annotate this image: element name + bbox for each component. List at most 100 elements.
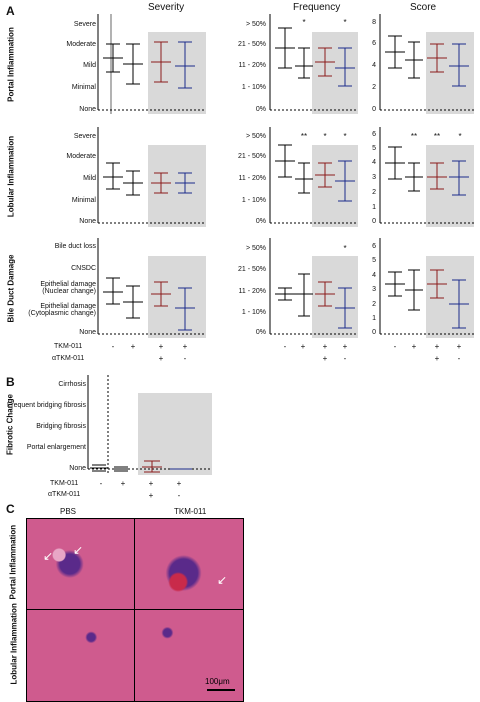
ytick-1: 1 bbox=[372, 204, 376, 211]
ylabel-portal-enlargement: Portal enlargement bbox=[26, 444, 86, 451]
tkm-mark-4: + bbox=[456, 342, 462, 351]
panel-label-a: A bbox=[6, 4, 15, 18]
sig-lobular-score-3: ** bbox=[433, 132, 441, 141]
ytick-6: 6 bbox=[372, 243, 376, 250]
ylabel-moderate: Moderate bbox=[66, 41, 96, 48]
ytick-8: 8 bbox=[372, 19, 376, 26]
ytick-4: 4 bbox=[372, 159, 376, 166]
histology-image-grid: ↙ ↙ ↙ 100μm bbox=[26, 518, 244, 702]
ytick-1: 1 bbox=[372, 315, 376, 322]
panel-label-b: B bbox=[6, 375, 15, 389]
chart-score-portal bbox=[379, 14, 474, 114]
histo-pbs-lobular bbox=[27, 610, 134, 701]
ylabel-frequent-bridging: Frequent bridging fibrosis bbox=[7, 402, 86, 409]
tkm-mark-1: - bbox=[283, 342, 287, 351]
atkm-mark-4: - bbox=[183, 354, 187, 363]
ylabel-bile-duct-loss: Bile duct loss bbox=[54, 243, 96, 250]
tkm-mark-3: + bbox=[148, 479, 154, 488]
histo-tkm-portal bbox=[135, 519, 243, 609]
tkm-mark-3: + bbox=[322, 342, 328, 351]
ytick-0: 0 bbox=[372, 106, 376, 113]
sig-lobular-score-2: ** bbox=[410, 132, 418, 141]
tkm-mark-2: + bbox=[411, 342, 417, 351]
sig-lobular-score-4: * bbox=[458, 132, 462, 141]
ylabel-1-10: 1 - 10% bbox=[241, 84, 266, 91]
scale-bar-label: 100μm bbox=[205, 677, 230, 686]
ylabel-11-20: 11 - 20% bbox=[238, 62, 267, 69]
ylabel-1-10: 1 - 10% bbox=[241, 197, 266, 204]
ylabel-11-20: 11 - 20% bbox=[238, 175, 267, 182]
ytick-4: 4 bbox=[372, 272, 376, 279]
col-title-score: Score bbox=[410, 2, 437, 13]
ylabel-cnsdc: CNSDC bbox=[71, 265, 96, 272]
ytick-5: 5 bbox=[372, 145, 376, 152]
ylabel-0pct: 0% bbox=[255, 106, 266, 113]
tkm-mark-2: + bbox=[120, 479, 126, 488]
ylabel-epithelial-cyto: Epithelial damage (Cytoplasmic change) bbox=[28, 303, 96, 318]
panel-label-c: C bbox=[6, 502, 15, 516]
tkm-mark-1: - bbox=[111, 342, 115, 351]
sig-portal-freq-2: * bbox=[302, 18, 306, 27]
ytick-4: 4 bbox=[372, 62, 376, 69]
row-label-bile: Bile Duct Damage bbox=[6, 254, 16, 323]
histo-pbs-portal bbox=[27, 519, 134, 609]
ylabel-minimal: Minimal bbox=[71, 84, 96, 91]
histo-row-lobular: Lobular Inflammation bbox=[9, 603, 19, 685]
tkm-mark-2: + bbox=[300, 342, 306, 351]
atkm-mark-4: - bbox=[343, 354, 347, 363]
row-label-fibrotic: Fibrotic Change bbox=[5, 394, 15, 455]
ytick-2: 2 bbox=[372, 189, 376, 196]
ylabel-none: None bbox=[79, 329, 96, 336]
tkm-mark-2: + bbox=[130, 342, 136, 351]
tkm-mark-3: + bbox=[434, 342, 440, 351]
ylabel-gt50: > 50% bbox=[245, 21, 266, 28]
ytick-5: 5 bbox=[372, 257, 376, 264]
ytick-6: 6 bbox=[372, 131, 376, 138]
treat-label-tkm: TKM-011 bbox=[54, 343, 83, 350]
ytick-6: 6 bbox=[372, 40, 376, 47]
sig-bile-freq-4: * bbox=[343, 244, 347, 253]
tkm-mark-1: - bbox=[99, 479, 103, 488]
ylabel-21-50: 21 - 50% bbox=[237, 41, 266, 48]
ylabel-epithelial-nuclear: Epithelial damage (Nuclear change) bbox=[40, 281, 96, 296]
histo-divider-v bbox=[134, 519, 135, 701]
col-title-severity: Severity bbox=[148, 2, 185, 13]
ylabel-none: None bbox=[69, 465, 86, 472]
ylabel-none: None bbox=[79, 218, 96, 225]
treat-label-atkm-b: αTKM-011 bbox=[48, 491, 81, 498]
ytick-0: 0 bbox=[372, 218, 376, 225]
histo-row-portal: Portal Inflammation bbox=[8, 524, 18, 600]
scale-bar bbox=[207, 689, 235, 691]
histo-divider-h bbox=[27, 609, 243, 610]
ylabel-gt50: > 50% bbox=[245, 245, 266, 252]
atkm-mark-3: + bbox=[158, 354, 164, 363]
atkm-mark-4: - bbox=[177, 491, 181, 500]
arrow-icon: ↙ bbox=[43, 549, 54, 563]
ylabel-cirrhosis: Cirrhosis bbox=[58, 381, 86, 388]
row-label-lobular: Lobular Inflammation bbox=[6, 135, 16, 218]
ylabel-severe: Severe bbox=[73, 133, 96, 140]
tkm-mark-4: + bbox=[342, 342, 348, 351]
chart-frequency-portal bbox=[269, 14, 358, 114]
histo-col-pbs: PBS bbox=[60, 507, 77, 516]
ylabel-severe: Severe bbox=[73, 21, 96, 28]
ylabel-21-50: 21 - 50% bbox=[237, 266, 266, 273]
atkm-mark-3: + bbox=[434, 354, 440, 363]
chart-frequency-bile bbox=[269, 238, 358, 338]
ylabel-0pct: 0% bbox=[255, 329, 266, 336]
ylabel-1-10: 1 - 10% bbox=[241, 309, 266, 316]
ylabel-moderate: Moderate bbox=[66, 153, 96, 160]
ytick-3: 3 bbox=[372, 286, 376, 293]
atkm-mark-3: + bbox=[148, 491, 154, 500]
ylabel-21-50: 21 - 50% bbox=[237, 153, 266, 160]
arrow-icon: ↙ bbox=[73, 543, 84, 557]
treat-label-tkm-b: TKM-011 bbox=[50, 480, 79, 487]
tkm-mark-4: + bbox=[182, 342, 188, 351]
sig-portal-freq-4: * bbox=[343, 18, 347, 27]
ylabel-bridging: Bridging fibrosis bbox=[36, 423, 86, 430]
ytick-3: 3 bbox=[372, 174, 376, 181]
treat-label-atkm: αTKM-011 bbox=[52, 355, 85, 362]
chart-severity-lobular bbox=[97, 127, 206, 227]
arrow-icon: ↙ bbox=[217, 573, 228, 587]
atkm-mark-4: - bbox=[457, 354, 461, 363]
